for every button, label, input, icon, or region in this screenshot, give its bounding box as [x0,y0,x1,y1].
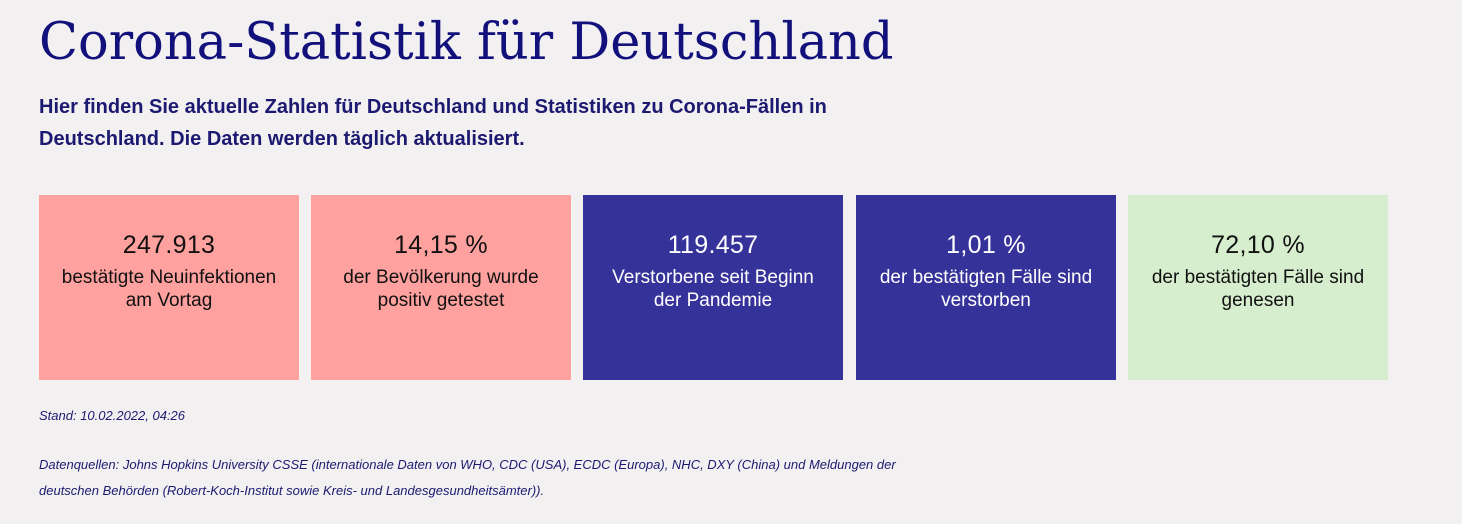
stat-label: der bestätigten Fälle sind verstorben [879,267,1093,311]
stat-value: 247.913 [122,231,216,259]
stat-card-deaths: 119.457 Verstorbene seit Beginn der Pand… [583,195,843,380]
stat-value: 119.457 [667,231,759,259]
stat-card-new-infections: 247.913 bestätigte Neuinfektionen am Vor… [39,195,299,380]
stat-label: der bestätigten Fälle sind genesen [1151,267,1365,311]
intro-text: Hier finden Sie aktuelle Zahlen für Deut… [39,96,827,150]
stat-value: 14,15 % [394,231,488,259]
stat-label: der Bevölkerung wurde positiv getestet [343,267,539,311]
stat-label: Verstorbene seit Beginn der Pandemie [612,267,814,311]
stat-card-population-tested: 14,15 % der Bevölkerung wurde positiv ge… [311,195,571,380]
stat-value: 1,01 % [946,231,1026,259]
stat-value: 72,10 % [1211,231,1305,259]
stat-card-death-rate: 1,01 % der bestätigten Fälle sind versto… [856,195,1116,380]
page-title: Corona-Statistik für Deutschland [39,13,894,72]
data-sources-text: Datenquellen: Johns Hopkins University C… [39,457,896,498]
timestamp-text: Stand: 10.02.2022, 04:26 [39,408,186,423]
stat-label: bestätigte Neuinfektionen am Vortag [61,267,277,311]
stat-card-recovered: 72,10 % der bestätigten Fälle sind genes… [1128,195,1388,380]
